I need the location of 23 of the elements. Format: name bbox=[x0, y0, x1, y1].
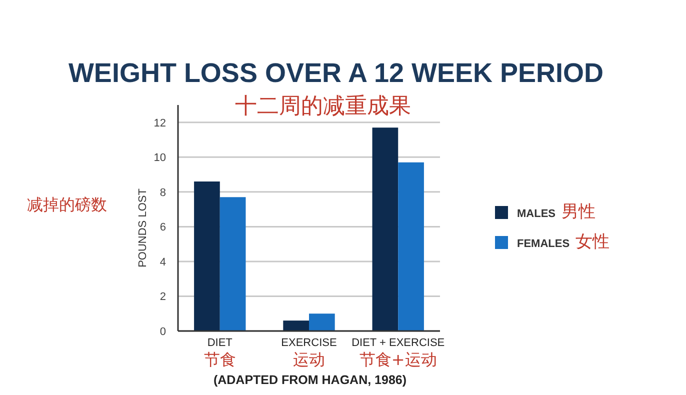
x-tick-label: EXERCISE 运动 bbox=[281, 337, 337, 369]
y-tick-label: 8 bbox=[160, 186, 166, 199]
bar bbox=[220, 197, 246, 331]
y-tick-label: 0 bbox=[160, 326, 166, 338]
legend-label: MALES 男性 bbox=[517, 202, 596, 222]
text: 减掉的磅数 bbox=[27, 195, 107, 214]
y-tick-label: 6 bbox=[160, 222, 166, 234]
chart-subtitle: 十二周的减重成果 bbox=[235, 94, 411, 119]
y-axis-title: POUNDS LOST bbox=[137, 188, 149, 268]
text: (ADAPTED FROM HAGAN, 1986) bbox=[213, 373, 407, 387]
y-tick-label: 10 bbox=[154, 152, 166, 164]
y-tick-label: 4 bbox=[160, 256, 166, 268]
x-tick-label: DIET + EXERCISE 节食+运动 bbox=[352, 337, 445, 369]
y-tick-label: 12 bbox=[154, 117, 166, 130]
bar bbox=[194, 181, 220, 331]
bar bbox=[398, 162, 424, 331]
y-tick-label: 2 bbox=[160, 291, 166, 304]
bar bbox=[283, 320, 309, 331]
chart-title: WEIGHT LOSS OVER A 12 WEEK PERIOD bbox=[68, 58, 604, 88]
x-tick-label: DIET 节食 bbox=[204, 337, 236, 369]
legend-label: FEMALES 女性 bbox=[517, 232, 610, 252]
bar bbox=[372, 128, 398, 331]
bar bbox=[309, 314, 335, 331]
